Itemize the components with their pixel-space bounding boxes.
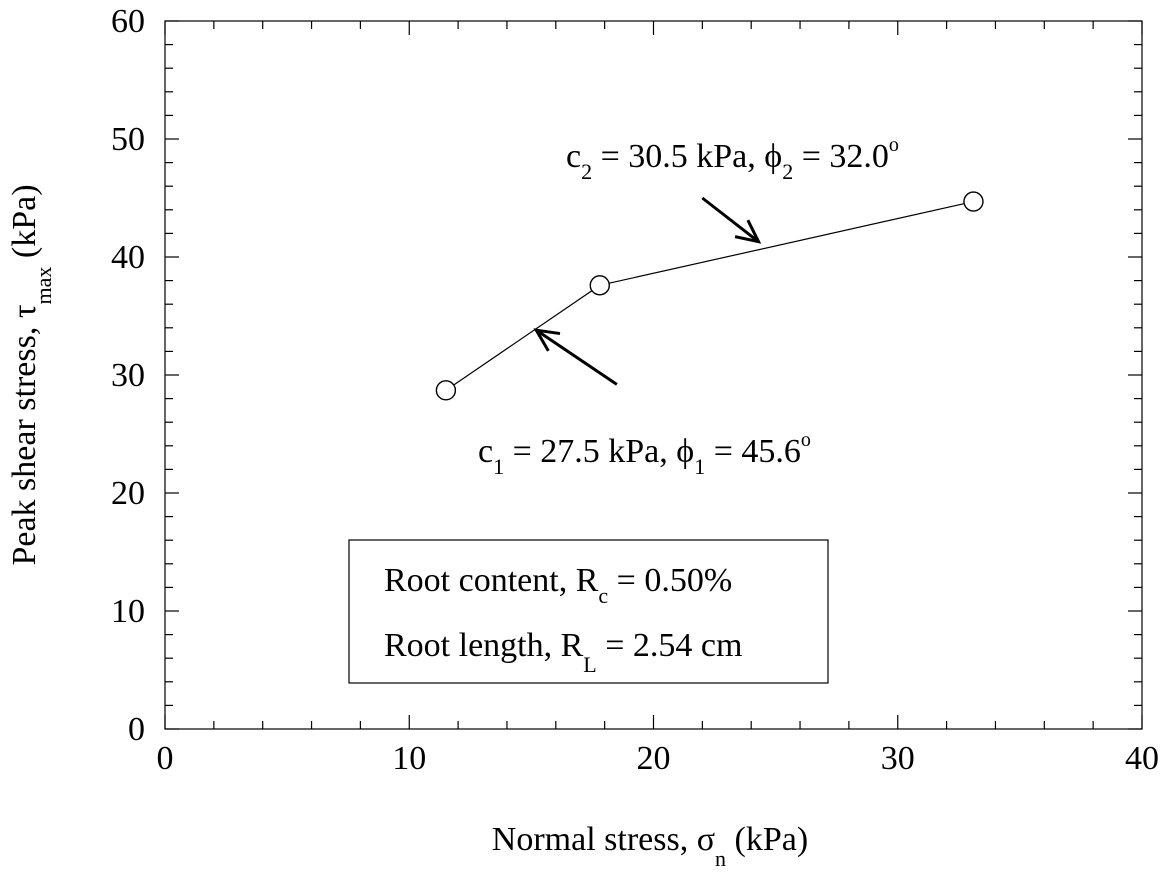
y-tick-label: 10 — [111, 593, 145, 630]
annotation-phi2-sup: o — [889, 134, 899, 156]
annotation-arrow-shaft-1 — [535, 328, 618, 386]
y-tick-label: 0 — [128, 711, 145, 748]
y-tick-label: 50 — [111, 121, 145, 158]
info-box-line-2: Root length, RL = 2.54 cm — [384, 627, 742, 677]
annotation-arrow-head-1 — [533, 328, 561, 352]
x-axis-title-unit: (kPa) — [726, 821, 808, 858]
annotation-phi2-symbol: ϕ — [764, 138, 782, 175]
root-length-sub: L — [583, 652, 596, 677]
y-tick-label: 60 — [111, 3, 145, 40]
x-tick-label: 20 — [637, 740, 671, 777]
annotation-phi1: c1 = 27.5 kPa, ϕ1 = 45.6o — [478, 429, 811, 479]
x-tick-label: 0 — [157, 740, 174, 777]
axis-tick-labels: 0 10 20 30 40 0 10 20 30 40 50 60 — [111, 3, 1159, 777]
annotation-arrows — [533, 196, 762, 386]
data-point — [435, 380, 457, 401]
annotation-c2-symbol: c — [566, 138, 581, 175]
x-axis-title-main: Normal stress, σ — [492, 821, 715, 858]
annotation-c1-sub: 1 — [493, 454, 504, 479]
annotation-phi1-symbol: ϕ — [676, 433, 694, 470]
y-tick-label: 40 — [111, 239, 145, 276]
data-point — [963, 191, 984, 212]
root-content-value: = 0.50% — [608, 562, 732, 599]
info-box — [348, 539, 829, 684]
annotation-phi2-value: = 32.0 — [793, 138, 889, 175]
root-content-label: Root content, R — [384, 562, 599, 599]
annotation-phi2-sub: 2 — [782, 159, 793, 184]
x-axis-title-sub: n — [715, 846, 726, 871]
annotation-phi1-sub: 1 — [694, 454, 705, 479]
root-length-value: = 2.54 cm — [597, 627, 743, 664]
data-series — [435, 191, 984, 401]
annotation-arrow-shaft-2 — [701, 196, 760, 243]
y-axis-title-unit: (kPa) — [6, 184, 43, 266]
data-point — [589, 275, 610, 296]
axis-ticks — [164, 20, 1143, 730]
x-tick-label: 40 — [1125, 740, 1159, 777]
annotation-c1-symbol: c — [478, 433, 493, 470]
x-axis-title: Normal stress, σn (kPa) — [492, 821, 808, 871]
annotation-arrow-head-2 — [734, 219, 762, 244]
annotation-phi1-sup: o — [801, 429, 811, 451]
y-axis-title: Peak shear stress, τmax (kPa) — [6, 184, 56, 565]
y-axis-title-sub: max — [31, 267, 56, 305]
root-length-label: Root length, R — [384, 627, 584, 664]
x-tick-label: 10 — [392, 740, 426, 777]
annotation-phi1-value: = 45.6 — [705, 433, 801, 470]
y-tick-label: 30 — [111, 357, 145, 394]
root-content-sub: c — [598, 583, 608, 608]
y-axis-title-main: Peak shear stress, τ — [6, 305, 43, 566]
annotation-c2-value: = 30.5 kPa, — [592, 138, 764, 175]
info-box-line-1: Root content, Rc = 0.50% — [384, 562, 732, 608]
annotation-c1-value: = 27.5 kPa, — [504, 433, 676, 470]
series-line — [445, 200, 974, 391]
annotation-c2-sub: 2 — [581, 159, 592, 184]
y-tick-label: 20 — [111, 475, 145, 512]
annotation-phi2: c2 = 30.5 kPa, ϕ2 = 32.0o — [566, 134, 899, 184]
x-tick-label: 30 — [881, 740, 915, 777]
